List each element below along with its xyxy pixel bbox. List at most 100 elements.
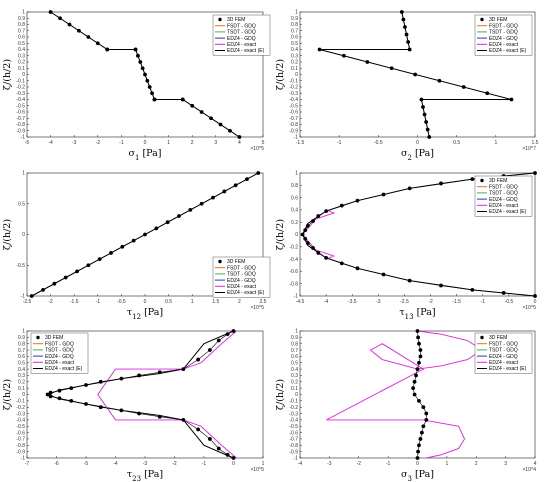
x-tick-label: 1.5 <box>212 299 219 305</box>
y-tick-label: 0 <box>295 232 298 238</box>
fem-point <box>211 195 215 200</box>
fem-point <box>418 354 423 359</box>
y-tick-label: -0.2 <box>289 405 298 411</box>
y-tick-label: 0 <box>22 72 25 78</box>
y-tick-label: -0.2 <box>289 245 298 251</box>
x-exponent: ×10^7 <box>522 146 536 152</box>
fem-point <box>317 47 322 52</box>
y-tick-label: 0.3 <box>18 373 25 379</box>
y-tick-label: -0.6 <box>289 110 298 116</box>
legend-label: TSDT - GDQ <box>489 191 518 197</box>
fem-point <box>188 208 193 212</box>
fem-point <box>415 456 420 460</box>
x-tick-label: 0 <box>416 461 419 467</box>
fem-point <box>152 97 157 102</box>
fem-point <box>256 171 261 175</box>
fem-point <box>69 398 74 403</box>
x-tick-label: 2 <box>475 461 478 467</box>
fem-point <box>533 171 537 175</box>
legend-marker <box>36 335 40 340</box>
y-tick-label: 0.8 <box>291 22 298 28</box>
fem-point <box>407 47 412 52</box>
legend-label: EDZ4 - GDQ <box>45 354 74 360</box>
fem-point <box>52 281 57 286</box>
fem-point <box>63 275 68 280</box>
chart-panel-1: -5 -4 -3 -2 -1 0 1 2 3 4 5-1-0.9-0.8-0.7-0.6-0.5-0… <box>2 10 271 162</box>
y-tick-label: 0.2 <box>18 60 25 66</box>
fem-point <box>29 294 34 298</box>
fem-point <box>324 255 329 260</box>
x-tick-label: -1.5 <box>70 299 79 305</box>
fem-point <box>339 203 344 208</box>
y-tick-label: 1 <box>295 171 298 177</box>
x-tick-label: -3 <box>327 461 332 467</box>
y-tick-label: 0 <box>22 392 25 398</box>
x-tick-label: -7 <box>25 461 30 467</box>
legend-box <box>474 332 533 374</box>
legend-label: TSDT - GDQ <box>45 348 74 354</box>
legend-label: 3D FEM <box>227 17 245 23</box>
y-tick-label: -0.3 <box>16 91 25 97</box>
fem-point <box>418 437 423 441</box>
fem-point <box>403 25 407 29</box>
fem-point <box>133 47 138 52</box>
legend-label: EDZ4 - exact <box>227 42 257 48</box>
y-tick-label: 0.5 <box>18 41 25 47</box>
legend-label: EDZ4 - exact (E) <box>489 366 527 372</box>
x-axis-label: τ23 [Pa] <box>127 469 163 482</box>
fem-point <box>341 53 346 58</box>
fem-point <box>303 228 308 233</box>
fem-point <box>355 266 360 271</box>
legend-label: FSDT - GDQ <box>489 184 518 190</box>
fem-point <box>86 35 91 39</box>
fem-point <box>150 91 154 96</box>
fem-point <box>145 78 150 83</box>
fem-point <box>48 394 53 399</box>
y-tick-label: -0.7 <box>16 116 25 122</box>
fem-point <box>222 189 227 194</box>
fem-point <box>355 198 360 203</box>
fem-point <box>98 379 103 384</box>
legend-box <box>212 256 271 298</box>
y-tick-label: -0.4 <box>289 97 298 103</box>
y-tick-label: 0.5 <box>291 360 298 366</box>
legend-box <box>212 14 271 56</box>
fem-point <box>140 66 145 71</box>
x-tick-label: -5 <box>25 140 30 146</box>
fem-point <box>415 367 420 371</box>
x-tick-label: -1 <box>119 140 124 146</box>
legend-label: 3D FEM <box>45 335 63 341</box>
fem-point <box>407 278 412 283</box>
chart-panel-5: -7 -6 -5 -4 -3 -2 -1 0 1-1-0.9-0.8-0.7-0.6-0.5-0… <box>2 329 265 482</box>
legend-marker <box>218 259 222 264</box>
plot-area <box>45 329 237 460</box>
fem-point <box>417 360 421 365</box>
y-tick-label: 0.8 <box>291 341 298 347</box>
fem-point <box>365 60 370 64</box>
fem-point <box>69 386 74 391</box>
fem-point <box>181 367 186 371</box>
y-tick-label: -0.3 <box>16 411 25 417</box>
fem-point <box>417 398 421 403</box>
y-tick-label: 0 <box>295 72 298 78</box>
legend-label: FSDT - GDQ <box>227 265 256 271</box>
fem-point <box>48 390 53 395</box>
y-tick-label: 0.6 <box>291 35 298 41</box>
fem-point <box>45 392 50 397</box>
fem-point <box>424 120 429 124</box>
fem-point <box>461 85 466 89</box>
legend-label: EDZ4 - exact (E) <box>45 366 83 372</box>
y-tick-label: 0.3 <box>18 53 25 59</box>
x-tick-label: 0.5 <box>453 140 460 146</box>
legend-label: EDZ4 - exact (E) <box>227 48 265 54</box>
fem-point <box>190 103 195 108</box>
y-tick-label: -1 <box>294 294 299 300</box>
fem-point <box>407 186 412 191</box>
fem-point <box>381 192 386 197</box>
fem-point <box>416 335 420 340</box>
x-tick-label: 4 <box>534 461 537 467</box>
fem-point <box>67 22 72 27</box>
x-tick-label: 1 <box>262 461 265 467</box>
fem-point <box>119 376 124 381</box>
